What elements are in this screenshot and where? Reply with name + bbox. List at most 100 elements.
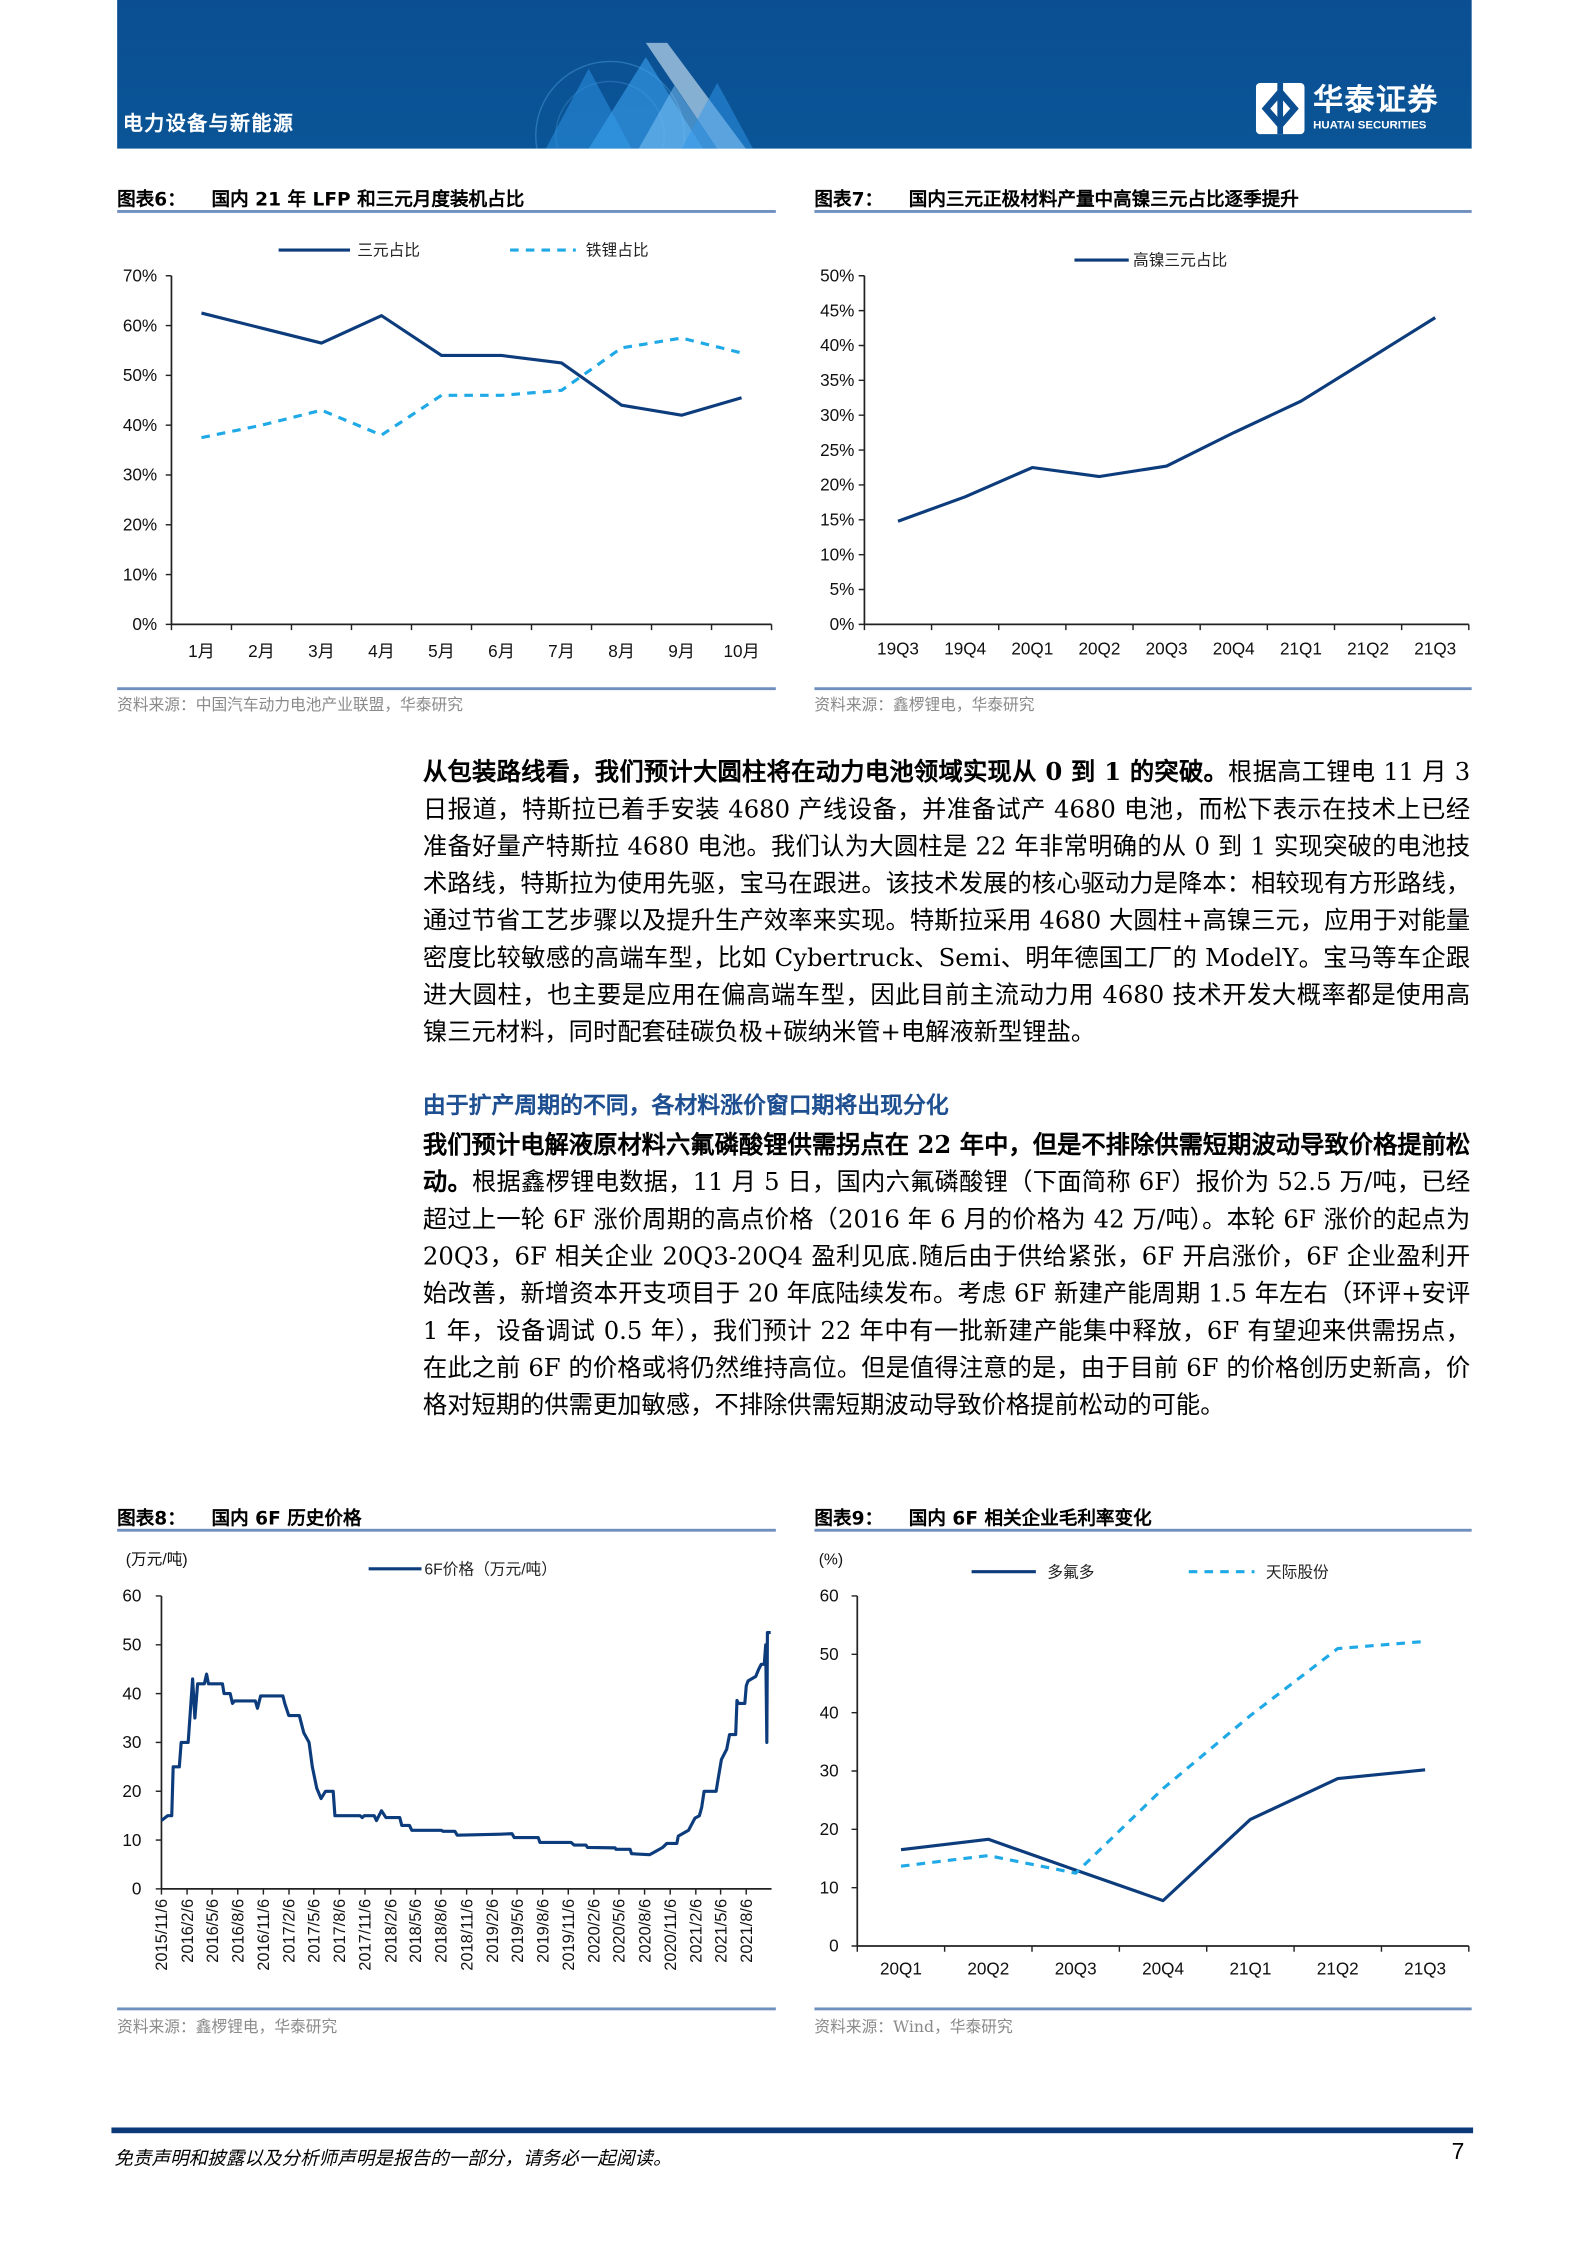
series-line-1 — [900, 1768, 1426, 1903]
figure-8-title: 图表8： 国内 6F 历史价格 — [117, 1503, 361, 1530]
x-tick-label: 6月 — [488, 641, 515, 661]
figure-caption: 国内三元正极材料产量中高镍三元占比逐季提升 — [908, 190, 1299, 212]
series-line-1 — [160, 1630, 771, 1857]
y-tick-label: 0 — [132, 1879, 142, 1899]
paragraph-body: 根据高工锂电 11 月 3 日报道，特斯拉已着手安装 4680 产线设备，并准备… — [422, 758, 1471, 1048]
figure-8-line-chart: 0 10 20 30 40 50 60 2015/11/6 2016/2/6 2016/5/6 20… — [122, 1551, 772, 1971]
figure-title-rule — [117, 210, 776, 213]
x-tick-label: 1月 — [188, 641, 215, 661]
section-heading: 由于扩产周期的不同，各材料涨价窗口期将出现分化 — [422, 1091, 949, 1119]
figure-source-rule — [814, 687, 1472, 691]
page-header-banner: 电力设备与新能源 华泰证券 HUATAI SECURITIES — [117, 0, 1472, 149]
x-tick-label: 2017/2/6 — [281, 1899, 299, 1963]
figure-8-source: 资料来源：鑫椤锂电，华泰研究 — [117, 2017, 338, 2037]
x-tick-label: 21Q3 — [1404, 1959, 1446, 1979]
figure-caption: 国内 6F 历史价格 — [211, 1508, 362, 1531]
x-tick-label: 2018/11/6 — [458, 1899, 476, 1971]
x-tick-label: 2019/2/6 — [484, 1899, 502, 1963]
y-axis-unit: (%) — [819, 1552, 843, 1569]
y-tick-label: 10 — [820, 1877, 839, 1897]
figure-7-title: 图表7： 国内三元正极材料产量中高镍三元占比逐季提升 — [814, 184, 1298, 211]
x-tick-label: 4月 — [368, 641, 395, 661]
y-tick-label: 40 — [820, 1702, 839, 1722]
x-tick-label: 2月 — [248, 641, 275, 661]
x-tick-label: 2017/5/6 — [305, 1899, 323, 1963]
y-axis-unit: (万元/吨) — [126, 1551, 188, 1569]
series-line-2 — [900, 1639, 1426, 1875]
x-tick-label: 9月 — [668, 641, 695, 661]
industry-section-label: 电力设备与新能源 — [122, 112, 295, 136]
legend-label: 三元占比 — [357, 242, 420, 260]
x-tick-label: 2016/2/6 — [179, 1899, 197, 1963]
huatai-logo-mark-icon — [1255, 82, 1305, 135]
x-tick-label: 2016/11/6 — [255, 1899, 273, 1971]
x-tick-label: 2020/11/6 — [662, 1899, 680, 1971]
x-tick-label: 21Q2 — [1347, 638, 1389, 658]
x-tick-label: 2017/11/6 — [357, 1899, 375, 1971]
figure-title-rule — [814, 210, 1472, 213]
x-tick-label: 8月 — [608, 641, 635, 661]
figure-9-title: 图表9： 国内 6F 相关企业毛利率变化 — [814, 1503, 1151, 1530]
y-tick-label: 10 — [122, 1830, 141, 1850]
x-tick-label: 21Q1 — [1229, 1959, 1271, 1979]
x-tick-label: 21Q2 — [1317, 1959, 1359, 1979]
legend-label: 6F价格（万元/吨） — [424, 1561, 557, 1579]
figure-source-rule — [117, 2007, 776, 2011]
legend-label: 多氟多 — [1047, 1563, 1094, 1581]
y-tick-label: 10% — [820, 544, 854, 564]
legend-label: 铁锂占比 — [586, 242, 649, 260]
y-tick-label: 60 — [820, 1586, 839, 1606]
y-tick-label: 60 — [122, 1586, 141, 1606]
y-tick-label: 50% — [820, 265, 854, 285]
x-tick-label: 20Q3 — [1055, 1959, 1097, 1979]
figure-number: 图表7： — [814, 190, 884, 212]
x-tick-label: 2021/5/6 — [712, 1899, 730, 1963]
logo-text-cn: 华泰证券 — [1313, 82, 1439, 118]
y-tick-label: 45% — [820, 300, 854, 320]
x-tick-label: 2018/5/6 — [407, 1899, 425, 1963]
x-tick-label: 10月 — [723, 641, 759, 661]
x-tick-label: 20Q3 — [1146, 638, 1188, 658]
x-tick-label: 2019/11/6 — [560, 1899, 578, 1971]
x-tick-label: 2020/5/6 — [611, 1899, 629, 1963]
x-tick-label: 20Q2 — [967, 1959, 1009, 1979]
y-tick-label: 20 — [820, 1819, 839, 1839]
y-tick-label: 35% — [820, 370, 854, 390]
logo-text-en: HUATAI SECURITIES — [1313, 118, 1427, 132]
x-tick-label: 20Q1 — [1011, 638, 1053, 658]
x-tick-label: 19Q4 — [944, 638, 986, 658]
series-line-1 — [897, 316, 1437, 523]
y-tick-label: 25% — [820, 440, 854, 460]
y-tick-label: 0% — [132, 614, 157, 634]
y-tick-label: 20% — [820, 475, 854, 495]
footer-disclaimer: 免责声明和披露以及分析师声明是报告的一部分，请务必一起阅读。 — [114, 2148, 672, 2171]
paragraph-body: 根据鑫椤锂电数据，11 月 5 日，国内六氟磷酸锂（下面简称 6F）报价为 52… — [422, 1168, 1471, 1421]
x-tick-label: 2018/2/6 — [382, 1899, 400, 1963]
legend-label: 天际股份 — [1266, 1563, 1329, 1581]
series-line-2 — [201, 336, 742, 440]
x-tick-label: 19Q3 — [877, 638, 919, 658]
mountain-shape — [588, 57, 703, 149]
x-tick-label: 2020/2/6 — [586, 1899, 604, 1963]
figure-caption: 国内 6F 相关企业毛利率变化 — [908, 1508, 1152, 1531]
y-tick-label: 30% — [123, 465, 157, 485]
y-tick-label: 20% — [123, 514, 157, 534]
x-tick-label: 21Q1 — [1280, 638, 1322, 658]
figure-6-title: 图表6： 国内 21 年 LFP 和三元月度装机占比 — [117, 184, 524, 211]
figure-7-source: 资料来源：鑫椤锂电，华泰研究 — [814, 695, 1035, 715]
page-number: 7 — [1451, 2140, 1465, 2165]
x-tick-label: 2015/11/6 — [153, 1899, 171, 1971]
y-tick-label: 50% — [123, 365, 157, 385]
y-tick-label: 40 — [122, 1683, 141, 1703]
figure-number: 图表9： — [814, 1508, 884, 1531]
x-tick-label: 2019/5/6 — [509, 1899, 527, 1963]
huatai-logo: 华泰证券 HUATAI SECURITIES — [1255, 80, 1463, 140]
figure-title-rule — [814, 1528, 1472, 1532]
x-tick-label: 20Q1 — [880, 1959, 922, 1979]
x-tick-label: 2019/8/6 — [534, 1899, 552, 1963]
legend-label: 高镍三元占比 — [1133, 252, 1227, 270]
paragraph-lead: 从包装路线看，我们预计大圆柱将在动力电池领域实现从 0 到 1 的突破。 — [422, 758, 1229, 788]
y-tick-label: 0% — [830, 614, 855, 634]
footer-rule — [111, 2127, 1474, 2134]
